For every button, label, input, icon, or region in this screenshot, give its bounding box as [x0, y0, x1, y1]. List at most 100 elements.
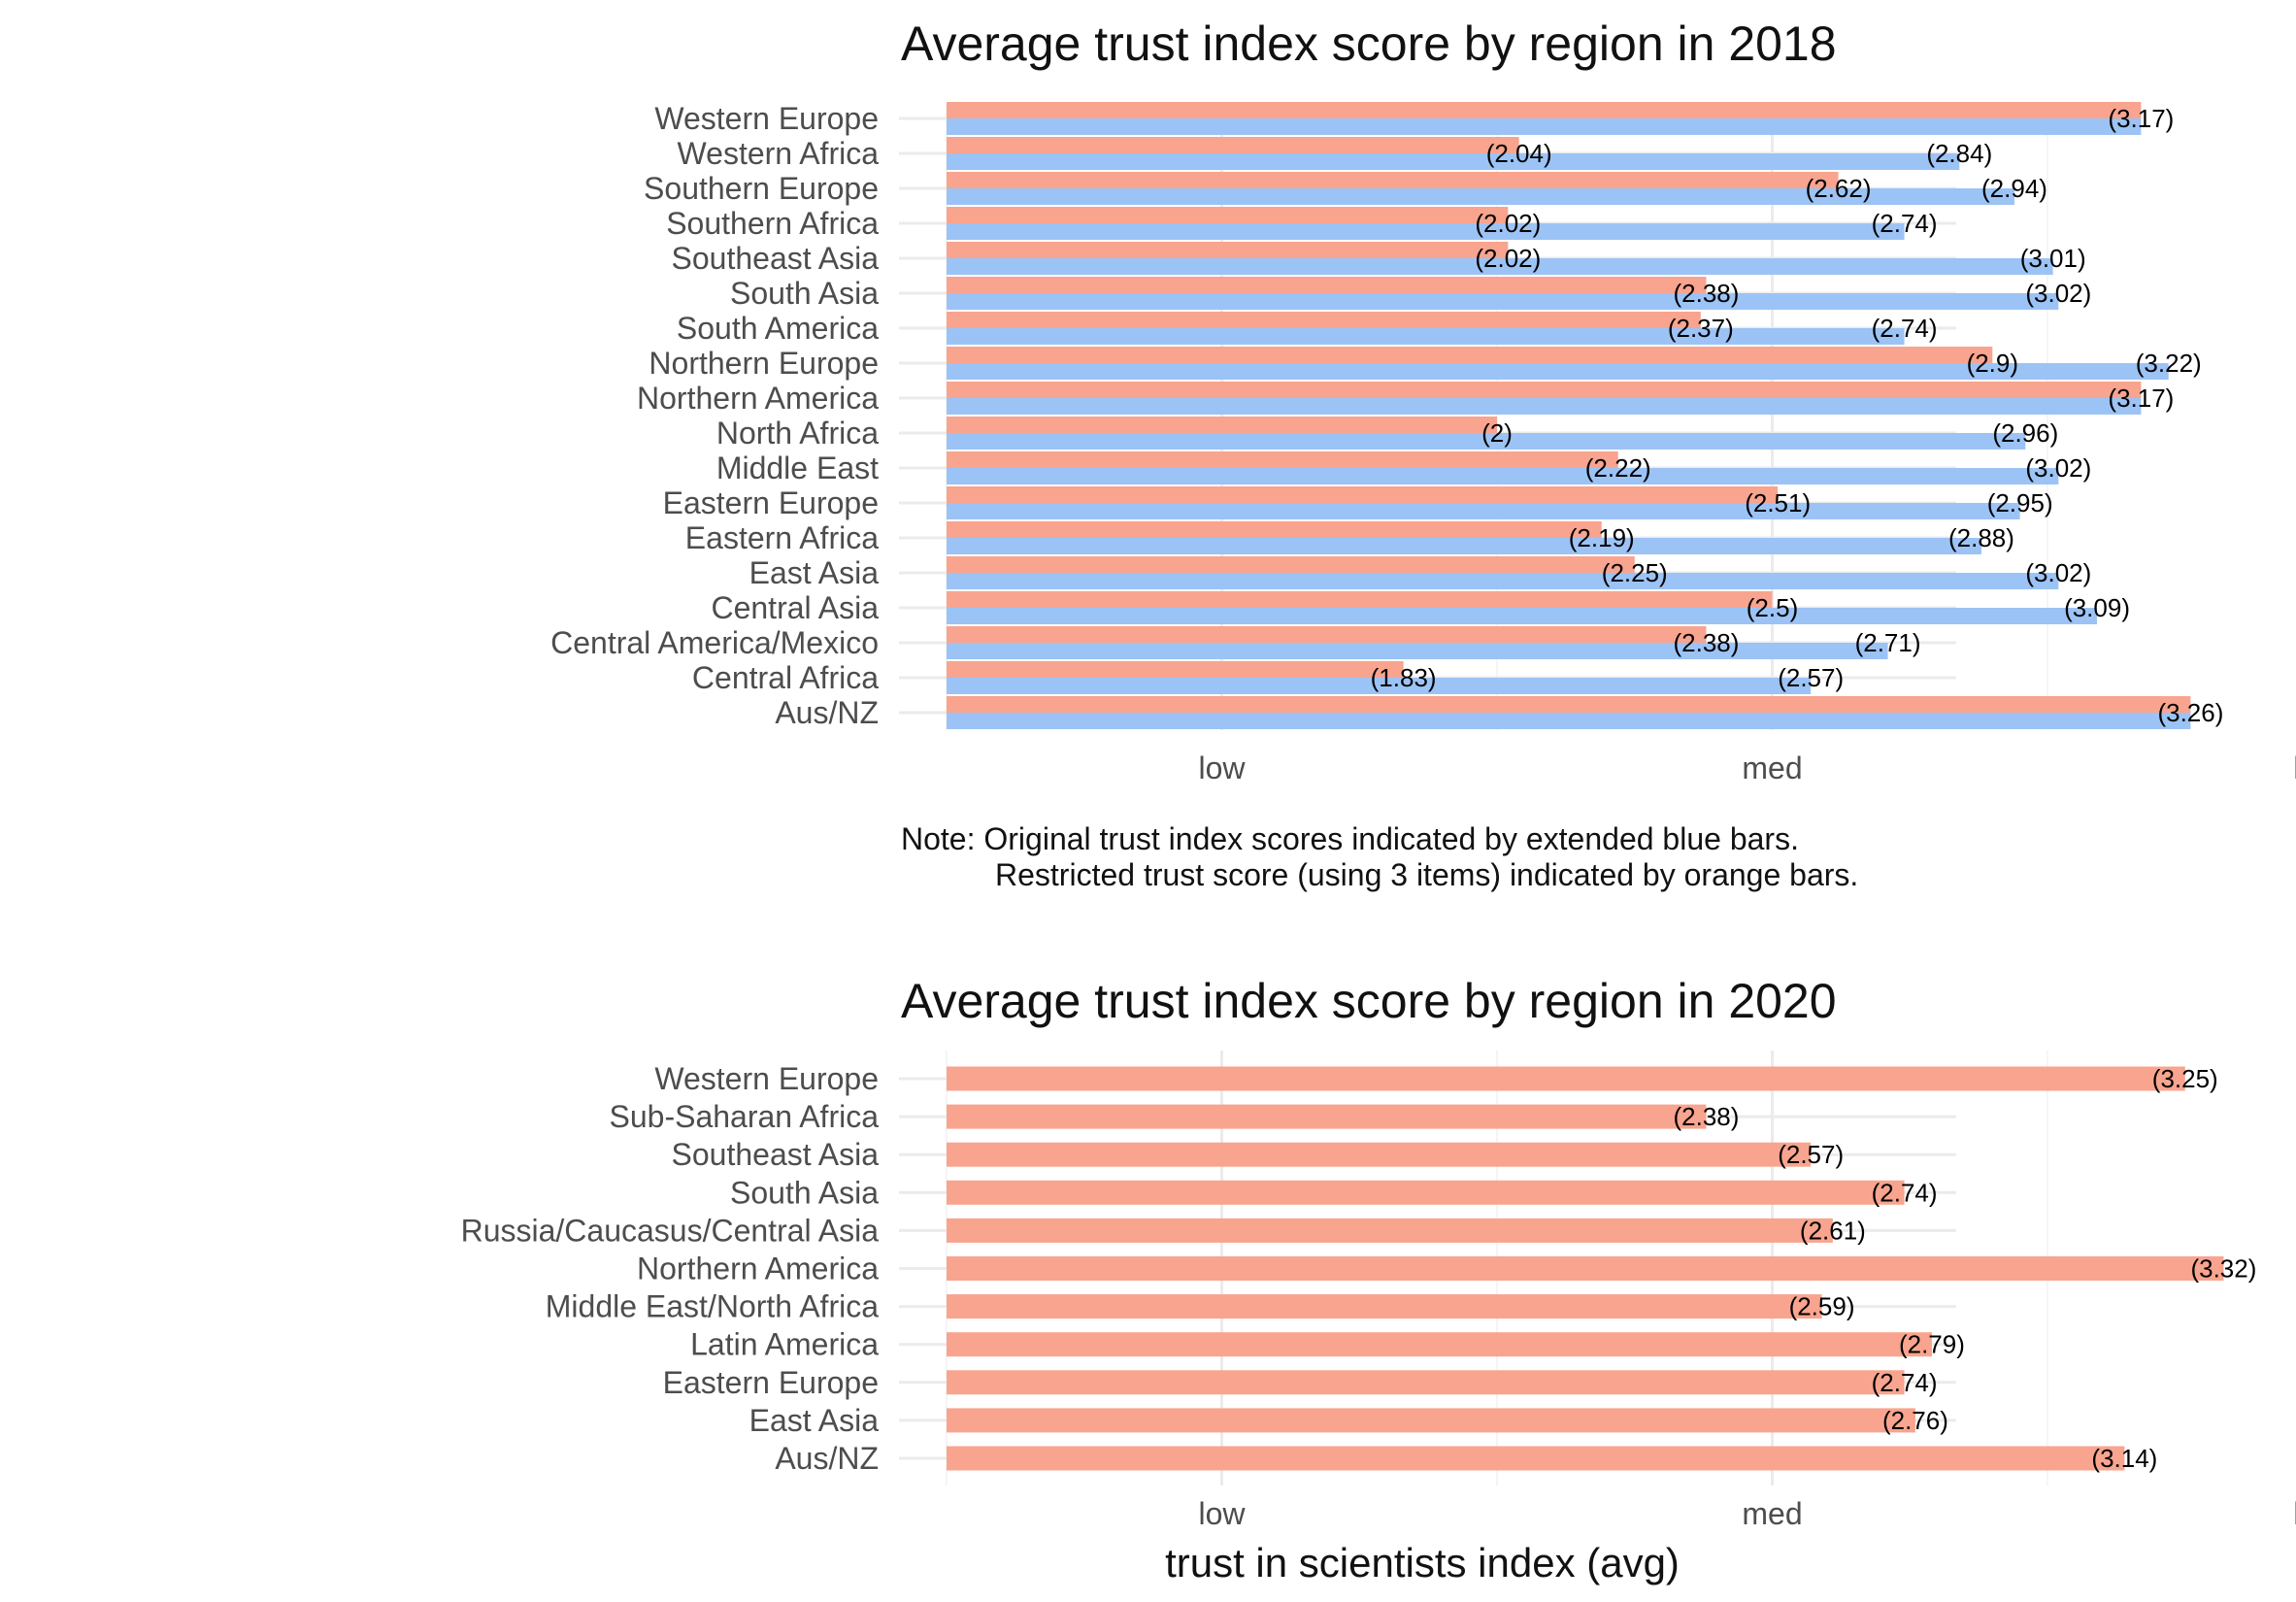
- data-label-restricted-southern-africa: (2.02): [1475, 209, 1541, 238]
- bar-restricted-northern-america: [947, 382, 2142, 398]
- bar-restricted-southern-africa: [947, 207, 1509, 223]
- bar-restricted-south-america: [947, 312, 1701, 328]
- data-label-original-southeast-asia: (3.01): [2020, 244, 2086, 273]
- data-label-restricted-middle-east-north-africa: (2.59): [1789, 1292, 1855, 1321]
- bar-restricted-eastern-europe: [947, 486, 1779, 503]
- category-label-eastern-europe: Eastern Europe: [663, 485, 879, 520]
- data-label-restricted-russia-caucasus-central-asia: (2.61): [1800, 1216, 1866, 1245]
- data-label-restricted-southeast-asia: (2.02): [1475, 244, 1541, 273]
- data-label-restricted-sub-saharan-africa: (2.38): [1673, 1102, 1739, 1131]
- data-label-original-aus-nz: (3.26): [2157, 698, 2223, 727]
- category-label-northern-europe: Northern Europe: [649, 346, 879, 381]
- bar-restricted-east-asia: [947, 1408, 1915, 1433]
- category-label-east-asia: East Asia: [749, 1403, 880, 1438]
- data-label-original-north-africa: (2.96): [1992, 418, 2058, 448]
- category-label-russia-caucasus-central-asia: Russia/Caucasus/Central Asia: [461, 1213, 880, 1248]
- data-label-original-east-asia: (3.02): [2025, 558, 2091, 587]
- chart-2020-bars: [947, 1066, 2224, 1471]
- data-label-restricted-eastern-africa: (2.19): [1569, 523, 1635, 552]
- chart-2020-title: Average trust index score by region in 2…: [901, 974, 1837, 1028]
- data-label-restricted-south-america: (2.37): [1668, 314, 1734, 343]
- chart-2020-data-labels: (3.25)(2.38)(2.57)(2.74)(2.61)(3.32)(2.5…: [1673, 1064, 2256, 1473]
- category-label-western-europe: Western Europe: [654, 101, 879, 136]
- data-label-restricted-central-africa: (1.83): [1371, 663, 1437, 692]
- data-label-restricted-east-asia: (2.25): [1602, 558, 1668, 587]
- category-label-middle-east: Middle East: [716, 451, 879, 485]
- chart-2020-x-tick-labels: low med high: [1198, 1496, 2296, 1531]
- bar-restricted-russia-caucasus-central-asia: [947, 1218, 1833, 1243]
- data-label-restricted-northern-america: (3.32): [2190, 1254, 2256, 1284]
- bar-restricted-sub-saharan-africa: [947, 1104, 1707, 1129]
- data-label-original-northern-america: (3.17): [2108, 384, 2174, 413]
- category-label-south-asia: South Asia: [730, 1175, 879, 1210]
- category-label-latin-america: Latin America: [690, 1327, 879, 1362]
- data-label-restricted-central-america-mexico: (2.38): [1673, 628, 1739, 657]
- category-label-central-america-mexico: Central America/Mexico: [550, 625, 879, 660]
- data-label-original-central-america-mexico: (2.71): [1855, 628, 1921, 657]
- bar-restricted-aus-nz: [947, 1446, 2125, 1471]
- data-label-restricted-southern-europe: (2.62): [1806, 174, 1872, 203]
- bar-original-south-asia: [947, 293, 2059, 310]
- category-label-north-africa: North Africa: [716, 416, 879, 451]
- bar-restricted-northern-america: [947, 1256, 2224, 1281]
- data-label-original-central-africa: (2.57): [1778, 663, 1844, 692]
- bar-restricted-aus-nz: [947, 696, 2191, 713]
- bar-original-southeast-asia: [947, 258, 2053, 275]
- bar-original-eastern-africa: [947, 538, 1981, 554]
- bar-restricted-western-europe: [947, 102, 2142, 118]
- bar-restricted-southeast-asia: [947, 242, 1509, 258]
- bar-original-eastern-europe: [947, 503, 2020, 519]
- data-label-restricted-aus-nz: (3.14): [2091, 1444, 2157, 1473]
- bar-original-south-america: [947, 328, 1905, 345]
- category-label-central-asia: Central Asia: [711, 590, 879, 625]
- bar-restricted-eastern-europe: [947, 1370, 1905, 1395]
- bar-restricted-south-asia: [947, 277, 1707, 293]
- bar-original-north-africa: [947, 433, 2026, 450]
- bar-original-southern-africa: [947, 223, 1905, 240]
- x-tick-label-low: low: [1198, 1496, 1246, 1531]
- category-label-east-asia: East Asia: [749, 555, 880, 590]
- data-label-restricted-south-asia: (2.38): [1673, 279, 1739, 308]
- category-label-southeast-asia: Southeast Asia: [672, 241, 880, 276]
- x-tick-label-med: med: [1742, 1496, 1802, 1531]
- category-label-south-america: South America: [677, 311, 879, 346]
- data-label-restricted-east-asia: (2.76): [1882, 1406, 1948, 1435]
- chart-2020-x-axis-title: trust in scientists index (avg): [1165, 1540, 1680, 1585]
- bar-restricted-northern-europe: [947, 347, 1993, 363]
- bar-restricted-middle-east-north-africa: [947, 1294, 1822, 1319]
- data-label-original-eastern-europe: (2.95): [1987, 488, 2053, 517]
- bar-restricted-southeast-asia: [947, 1142, 1812, 1167]
- bar-restricted-latin-america: [947, 1332, 1932, 1357]
- bar-restricted-south-asia: [947, 1180, 1905, 1205]
- bar-original-western-africa: [947, 153, 1960, 170]
- bar-restricted-central-africa: [947, 661, 1404, 678]
- data-label-original-southern-europe: (2.94): [1981, 174, 2047, 203]
- data-label-original-western-europe: (3.17): [2108, 104, 2174, 133]
- bar-original-northern-europe: [947, 363, 2169, 380]
- bar-original-western-europe: [947, 118, 2142, 135]
- data-label-original-central-asia: (3.09): [2064, 593, 2130, 622]
- chart-2020-panel: Average trust index score by region in 2…: [461, 974, 2296, 1585]
- data-label-original-middle-east: (3.02): [2025, 453, 2091, 483]
- chart-2018-note-line-1: Note: Original trust index scores indica…: [901, 821, 1799, 856]
- chart-2018-bars: [947, 102, 2191, 729]
- chart-2018-data-labels: (2.04) (2.62) (2.02) (2.02) (2.38) (2.37) (2.9…: [1371, 104, 2224, 727]
- data-label-original-northern-europe: (3.22): [2136, 349, 2202, 378]
- bar-original-southern-europe: [947, 188, 2014, 205]
- data-label-restricted-central-asia: (2.5): [1747, 593, 1798, 622]
- category-label-northern-america: Northern America: [637, 1252, 879, 1286]
- data-label-restricted-northern-europe: (2.9): [1967, 349, 2018, 378]
- bar-restricted-southern-europe: [947, 172, 1839, 188]
- category-label-central-africa: Central Africa: [692, 660, 879, 695]
- data-label-original-western-africa: (2.84): [1926, 139, 1992, 168]
- data-label-restricted-western-africa: (2.04): [1486, 139, 1552, 168]
- data-label-restricted-south-asia: (2.74): [1872, 1178, 1938, 1207]
- bar-original-central-america-mexico: [947, 643, 1888, 659]
- bar-original-middle-east: [947, 468, 2059, 484]
- bar-restricted-western-europe: [947, 1066, 2185, 1091]
- category-label-aus-nz: Aus/NZ: [775, 695, 879, 730]
- bar-restricted-western-africa: [947, 137, 1519, 153]
- bar-original-central-africa: [947, 678, 1812, 694]
